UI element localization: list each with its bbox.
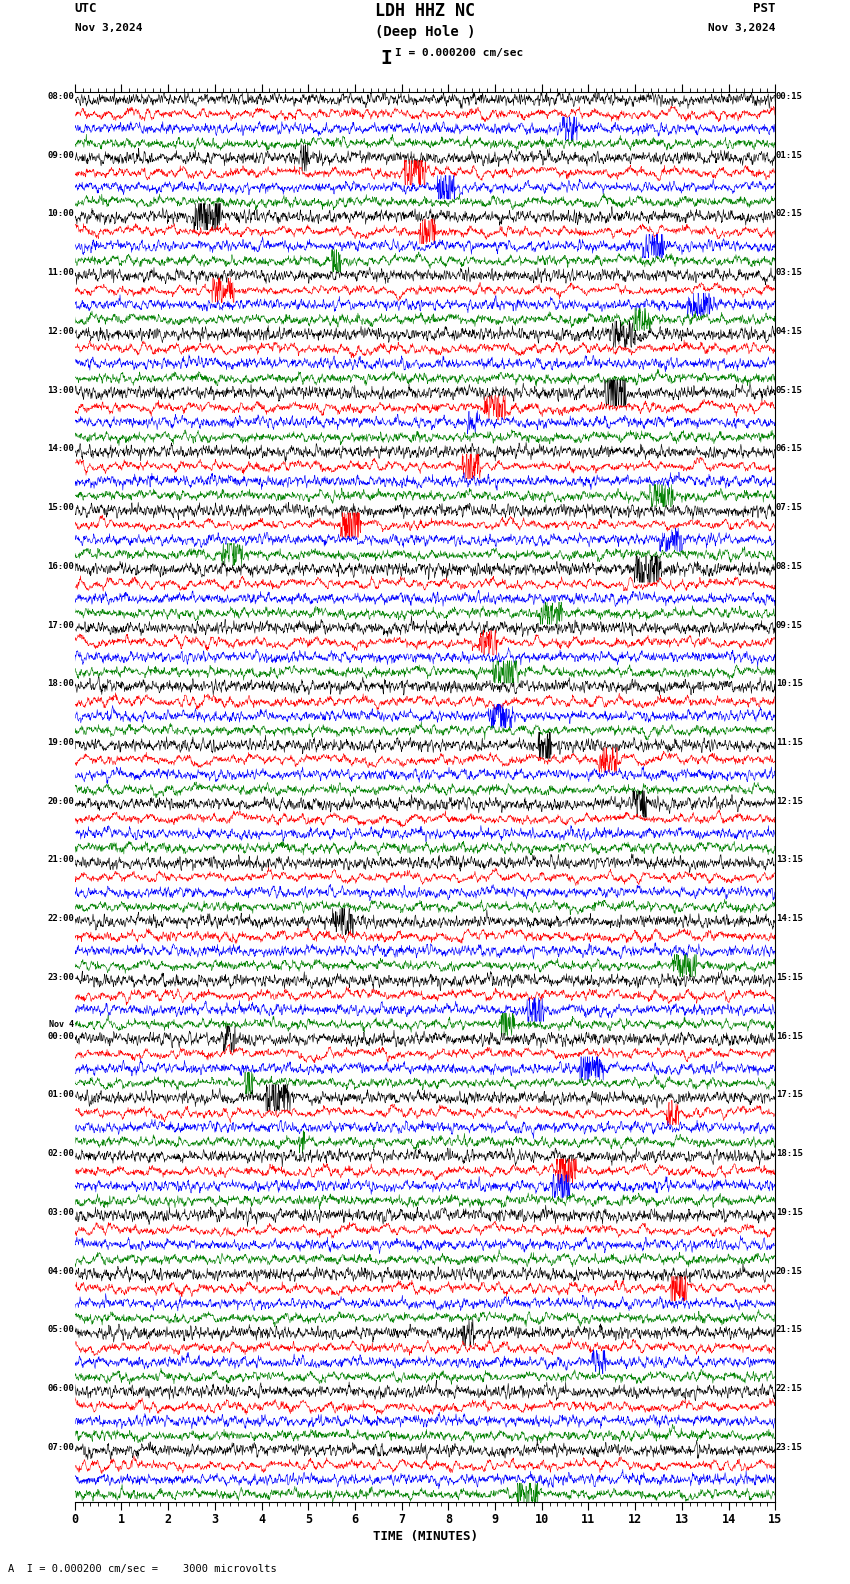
- Text: 06:00: 06:00: [48, 1384, 74, 1394]
- Text: 19:00: 19:00: [48, 738, 74, 748]
- Text: 23:15: 23:15: [776, 1443, 802, 1453]
- Text: 13:15: 13:15: [776, 855, 802, 865]
- Text: 18:15: 18:15: [776, 1150, 802, 1158]
- Text: 08:15: 08:15: [776, 562, 802, 570]
- Text: 15:00: 15:00: [48, 504, 74, 512]
- Text: I = 0.000200 cm/sec: I = 0.000200 cm/sec: [395, 48, 524, 57]
- Text: 21:00: 21:00: [48, 855, 74, 865]
- Text: 13:00: 13:00: [48, 385, 74, 394]
- Text: 14:15: 14:15: [776, 914, 802, 923]
- Text: 07:00: 07:00: [48, 1443, 74, 1453]
- Text: 15:15: 15:15: [776, 973, 802, 982]
- Text: 10:15: 10:15: [776, 680, 802, 689]
- Text: 17:15: 17:15: [776, 1090, 802, 1099]
- Text: 22:15: 22:15: [776, 1384, 802, 1394]
- Text: LDH HHZ NC: LDH HHZ NC: [375, 2, 475, 19]
- Text: 03:15: 03:15: [776, 268, 802, 277]
- Text: 23:00: 23:00: [48, 973, 74, 982]
- Text: 04:00: 04:00: [48, 1267, 74, 1275]
- Text: 21:15: 21:15: [776, 1326, 802, 1334]
- Text: 02:00: 02:00: [48, 1150, 74, 1158]
- Text: I: I: [381, 49, 393, 68]
- Text: 11:15: 11:15: [776, 738, 802, 748]
- Text: UTC: UTC: [75, 2, 97, 16]
- Text: Nov 4: Nov 4: [49, 1020, 74, 1030]
- Text: 04:15: 04:15: [776, 326, 802, 336]
- Text: 06:15: 06:15: [776, 444, 802, 453]
- Text: Nov 3,2024: Nov 3,2024: [75, 22, 142, 33]
- Text: 03:00: 03:00: [48, 1209, 74, 1217]
- Text: 14:00: 14:00: [48, 444, 74, 453]
- Text: 19:15: 19:15: [776, 1209, 802, 1217]
- Text: 11:00: 11:00: [48, 268, 74, 277]
- Text: 00:15: 00:15: [776, 92, 802, 101]
- Text: 07:15: 07:15: [776, 504, 802, 512]
- Text: 00:00: 00:00: [48, 1031, 74, 1041]
- Text: (Deep Hole ): (Deep Hole ): [375, 25, 475, 40]
- Text: 22:00: 22:00: [48, 914, 74, 923]
- X-axis label: TIME (MINUTES): TIME (MINUTES): [372, 1530, 478, 1543]
- Text: Nov 3,2024: Nov 3,2024: [708, 22, 775, 33]
- Text: 01:00: 01:00: [48, 1090, 74, 1099]
- Text: 20:00: 20:00: [48, 797, 74, 806]
- Text: 09:15: 09:15: [776, 621, 802, 629]
- Text: 16:00: 16:00: [48, 562, 74, 570]
- Text: 05:00: 05:00: [48, 1326, 74, 1334]
- Text: PST: PST: [753, 2, 775, 16]
- Text: 17:00: 17:00: [48, 621, 74, 629]
- Text: 18:00: 18:00: [48, 680, 74, 689]
- Text: A  I = 0.000200 cm/sec =    3000 microvolts: A I = 0.000200 cm/sec = 3000 microvolts: [8, 1565, 277, 1574]
- Text: 10:00: 10:00: [48, 209, 74, 219]
- Text: 08:00: 08:00: [48, 92, 74, 101]
- Text: 02:15: 02:15: [776, 209, 802, 219]
- Text: 20:15: 20:15: [776, 1267, 802, 1275]
- Text: 05:15: 05:15: [776, 385, 802, 394]
- Text: 01:15: 01:15: [776, 150, 802, 160]
- Text: 12:00: 12:00: [48, 326, 74, 336]
- Text: 12:15: 12:15: [776, 797, 802, 806]
- Text: 09:00: 09:00: [48, 150, 74, 160]
- Text: 16:15: 16:15: [776, 1031, 802, 1041]
